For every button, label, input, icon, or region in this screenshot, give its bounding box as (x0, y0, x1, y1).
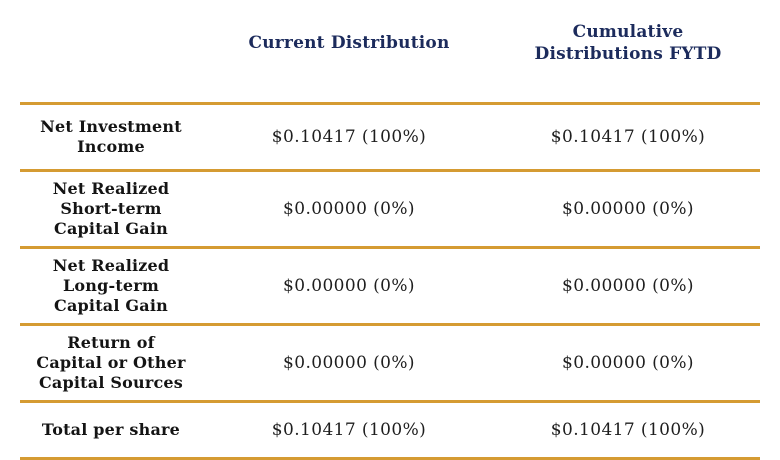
header-label-column (20, 0, 202, 104)
row-label: Net Realized Long-term Capital Gain (52, 256, 170, 315)
current-value: $0.10417 (100%) (271, 127, 427, 147)
row-label: Net Investment Income (40, 117, 182, 156)
distribution-table: Current Distribution Cumulative Distribu… (20, 0, 760, 460)
header-cumulative-distributions-fytd: Cumulative Distributions FYTD (534, 22, 722, 64)
table-row-net-investment-income: Net Investment Income $0.10417 (100%) $0… (20, 103, 760, 171)
table-row-return-of-capital: Return of Capital or Other Capital Sourc… (20, 324, 760, 402)
table-row-total-per-share: Total per share $0.10417 (100%) $0.10417… (20, 401, 760, 459)
current-value: $0.00000 (0%) (283, 199, 415, 219)
row-label: Net Realized Short-term Capital Gain (52, 179, 170, 238)
current-value: $0.10417 (100%) (271, 420, 427, 440)
row-label: Total per share (41, 420, 181, 439)
table-row-net-realized-long-term-capital-gain: Net Realized Long-term Capital Gain $0.0… (20, 247, 760, 325)
cumulative-value: $0.00000 (0%) (562, 276, 694, 296)
cumulative-value: $0.00000 (0%) (562, 353, 694, 373)
table-header: Current Distribution Cumulative Distribu… (20, 0, 760, 104)
current-value: $0.00000 (0%) (283, 276, 415, 296)
header-row: Current Distribution Cumulative Distribu… (20, 0, 760, 104)
table-row-net-realized-short-term-capital-gain: Net Realized Short-term Capital Gain $0.… (20, 170, 760, 248)
cumulative-value: $0.10417 (100%) (550, 127, 706, 147)
cumulative-value: $0.00000 (0%) (562, 199, 694, 219)
current-value: $0.00000 (0%) (283, 353, 415, 373)
distribution-table-container: Current Distribution Cumulative Distribu… (20, 0, 760, 460)
table-body: Net Investment Income $0.10417 (100%) $0… (20, 103, 760, 459)
row-label: Return of Capital or Other Capital Sourc… (36, 333, 186, 392)
header-current-distribution: Current Distribution (248, 33, 450, 53)
cumulative-value: $0.10417 (100%) (550, 420, 706, 440)
